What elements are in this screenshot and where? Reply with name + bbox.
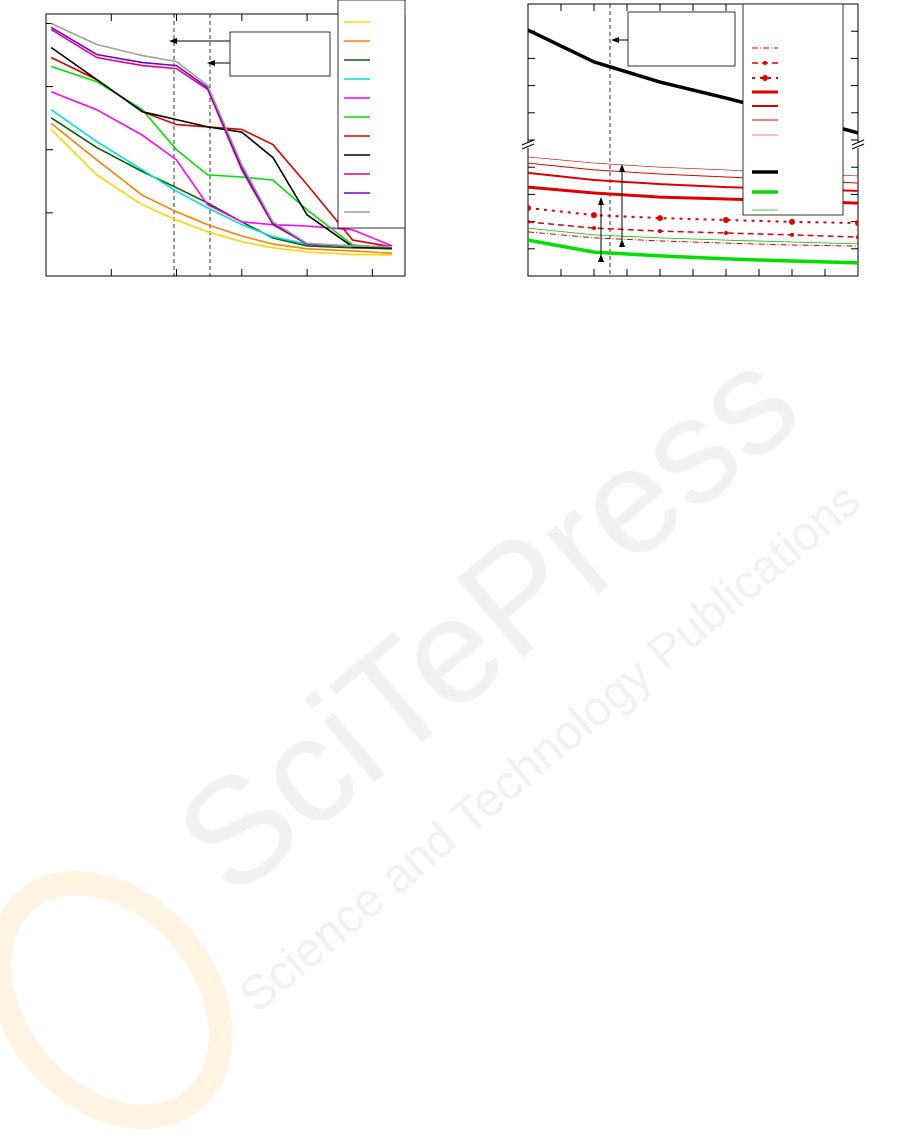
legend-box: [742, 3, 844, 216]
series-marker: [723, 216, 729, 223]
series-line: [50, 22, 393, 248]
series-marker: [528, 205, 531, 211]
series-marker: [592, 226, 596, 231]
series-line: [50, 117, 393, 250]
annotation-box: [627, 11, 736, 67]
series-line: [528, 231, 858, 247]
series-line: [50, 122, 393, 254]
annotation-box: [229, 31, 331, 77]
series-line: [528, 227, 858, 245]
series-group: [50, 22, 393, 256]
axis-break: [851, 139, 865, 146]
axis-break: [851, 143, 865, 150]
series-marker: [657, 215, 663, 222]
series-marker: [528, 219, 530, 224]
series-marker: [856, 235, 858, 240]
series-marker: [790, 232, 794, 237]
series-line: [50, 128, 393, 256]
watermark-logo: [0, 871, 233, 1129]
axis-break: [521, 143, 535, 150]
axis-break-gap: [522, 142, 534, 148]
series-marker: [658, 229, 662, 234]
series-marker: [789, 218, 795, 225]
legend-marker: [763, 61, 767, 65]
legend-marker: [762, 75, 768, 81]
series-line: [528, 221, 858, 238]
watermark: SciTePress Science and Technology Public…: [0, 315, 870, 1129]
legend-box: [337, 0, 406, 229]
axis-break: [521, 139, 535, 146]
axis-break-gap: [852, 142, 864, 148]
series-marker: [855, 219, 858, 226]
series-marker: [724, 231, 728, 236]
series-line: [528, 238, 858, 265]
series-marker: [591, 212, 597, 219]
